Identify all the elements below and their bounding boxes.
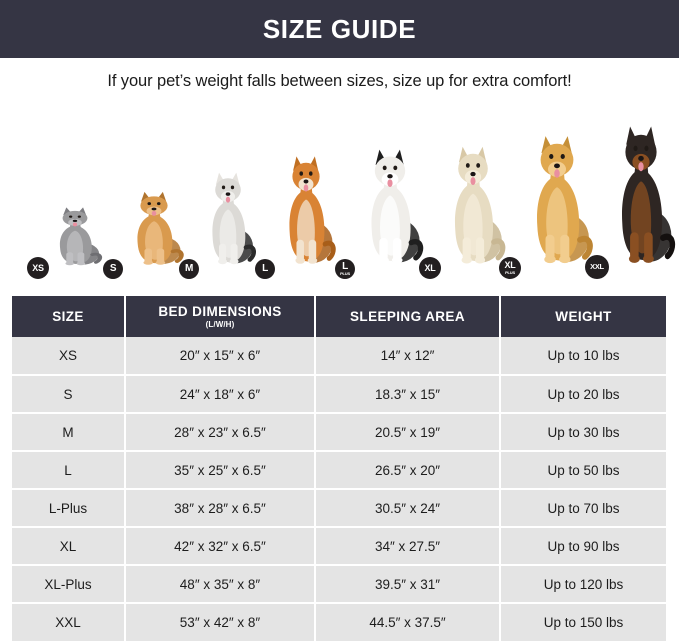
golden-retriever-sitting-icon	[516, 131, 598, 272]
subtitle-text: If your pet’s weight falls between sizes…	[107, 72, 572, 90]
size-badge-label: L	[262, 263, 268, 274]
column-header-sleeping-area-label: SLEEPING AREA	[350, 309, 465, 324]
size-badge-label: XL	[504, 260, 516, 271]
table-row: XL 42″ x 32″ x 6.5″ 34″ x 27.5″ Up to 90 lb…	[12, 527, 666, 566]
table-row: L-Plus 38″ x 28″ x 6.5″ 30.5″ x 24″ Up to 7…	[12, 489, 666, 528]
cell-weight: Up to 150 lbs	[500, 603, 666, 641]
column-header-bed-dimensions-sublabel: (L/W/H)	[205, 320, 235, 329]
doberman-pinscher-sitting-icon	[602, 121, 679, 272]
size-badge-xl: XL	[420, 258, 440, 278]
animal-cell: S	[104, 133, 194, 278]
column-header-weight-label: WEIGHT	[555, 309, 612, 324]
cell-weight: Up to 120 lbs	[500, 565, 666, 604]
cell-size: XS	[12, 337, 126, 376]
cell-size: XXL	[12, 603, 126, 641]
cell-sleeping-area: 26.5″ x 20″	[315, 451, 501, 490]
cell-bed-dimensions: 35″ x 25″ x 6.5″	[125, 451, 316, 490]
cell-bed-dimensions: 38″ x 28″ x 6.5″	[125, 489, 316, 528]
column-header-size-label: SIZE	[52, 309, 84, 324]
size-badge-label: XL	[424, 262, 436, 273]
cell-bed-dimensions: 28″ x 23″ x 6.5″	[125, 413, 316, 452]
size-badge-label: L	[342, 260, 348, 272]
size-badge-sublabel: PLUS	[505, 269, 515, 275]
table-header: SIZE BED DIMENSIONS (L/W/H) SLEEPING ARE…	[12, 296, 666, 337]
cell-bed-dimensions: 24″ x 18″ x 6″	[125, 375, 316, 414]
cell-size: L-Plus	[12, 489, 126, 528]
cell-bed-dimensions: 20″ x 15″ x 6″	[125, 337, 316, 376]
cell-sleeping-area: 14″ x 12″	[315, 337, 501, 376]
size-badge-l-plus: L PLUS	[336, 260, 354, 278]
cell-weight: Up to 10 lbs	[500, 337, 666, 376]
size-badge-xs: XS	[28, 258, 48, 278]
cell-size: XL-Plus	[12, 565, 126, 604]
table-row: XXL 53″ x 42″ x 8″ 44.5″ x 37.5″ Up to 150 …	[12, 603, 666, 641]
cell-sleeping-area: 30.5″ x 24″	[315, 489, 501, 528]
cell-weight: Up to 20 lbs	[500, 375, 666, 414]
table-row: XL-Plus 48″ x 35″ x 8″ 39.5″ x 31″ Up to 12…	[12, 565, 666, 604]
column-header-sleeping-area: SLEEPING AREA	[315, 296, 501, 337]
size-table: SIZE BED DIMENSIONS (L/W/H) SLEEPING ARE…	[12, 296, 666, 641]
size-badge-xl-plus: XL PLUS	[500, 258, 520, 278]
labrador-retriever-sitting-icon	[436, 142, 510, 272]
cell-sleeping-area: 39.5″ x 31″	[315, 565, 501, 604]
grey-cat-sitting-icon	[44, 205, 106, 272]
table-row: L 35″ x 25″ x 6.5″ 26.5″ x 20″ Up to 50 lbs	[12, 451, 666, 490]
size-badge-m: M	[180, 260, 198, 278]
cell-weight: Up to 70 lbs	[500, 489, 666, 528]
table-body: XS 20″ x 15″ x 6″ 14″ x 12″ Up to 10 lbs S 24…	[12, 337, 666, 641]
animal-cell: L PLUS	[336, 133, 434, 278]
table-header-row: SIZE BED DIMENSIONS (L/W/H) SLEEPING ARE…	[12, 296, 666, 337]
size-badge-label: M	[184, 263, 194, 274]
animal-cell: M	[180, 133, 266, 278]
cell-bed-dimensions: 53″ x 42″ x 8″	[125, 603, 316, 641]
table-row: XS 20″ x 15″ x 6″ 14″ x 12″ Up to 10 lbs	[12, 337, 666, 376]
shiba-inu-dog-sitting-icon	[272, 152, 340, 272]
column-header-bed-dimensions: BED DIMENSIONS (L/W/H)	[125, 296, 316, 337]
table-row: S 24″ x 18″ x 6″ 18.3″ x 15″ Up to 20 lbs	[12, 375, 666, 414]
animal-cell: XL PLUS	[500, 133, 604, 278]
cell-size: L	[12, 451, 126, 490]
size-badge-xxl: XXL	[586, 256, 608, 278]
animal-cell: XL	[420, 133, 516, 278]
cell-bed-dimensions: 48″ x 35″ x 8″	[125, 565, 316, 604]
size-badge-label: XS	[32, 262, 44, 273]
size-badge-sublabel: PLUS	[340, 271, 350, 277]
table-row: M 28″ x 23″ x 6.5″ 20.5″ x 19″ Up to 30 lbs	[12, 413, 666, 452]
size-badge-l: L	[256, 260, 274, 278]
cell-weight: Up to 50 lbs	[500, 451, 666, 490]
cell-weight: Up to 90 lbs	[500, 527, 666, 566]
cell-size: M	[12, 413, 126, 452]
animal-size-illustrations: XS S M L L PLUS XL XL PLUS XXL	[0, 126, 679, 278]
animal-cell: XXL	[586, 126, 679, 278]
column-header-weight: WEIGHT	[500, 296, 666, 337]
border-collie-dog-sitting-icon	[352, 145, 428, 272]
pomeranian-dog-sitting-icon	[120, 189, 188, 272]
french-bulldog-sitting-icon	[196, 169, 260, 272]
column-header-size: SIZE	[12, 296, 126, 337]
cell-weight: Up to 30 lbs	[500, 413, 666, 452]
cell-sleeping-area: 18.3″ x 15″	[315, 375, 501, 414]
size-badge-label: S	[109, 263, 117, 274]
page-title: SIZE GUIDE	[262, 13, 417, 44]
header-bar: SIZE GUIDE	[0, 0, 679, 58]
cell-sleeping-area: 34″ x 27.5″	[315, 527, 501, 566]
cell-bed-dimensions: 42″ x 32″ x 6.5″	[125, 527, 316, 566]
animal-cell: L	[256, 133, 346, 278]
column-header-bed-dimensions-label: BED DIMENSIONS	[158, 304, 282, 319]
animal-cell: XS	[28, 133, 112, 278]
cell-sleeping-area: 20.5″ x 19″	[315, 413, 501, 452]
size-badge-label: XXL	[590, 262, 604, 272]
size-badge-s: S	[104, 260, 122, 278]
cell-size: XL	[12, 527, 126, 566]
cell-sleeping-area: 44.5″ x 37.5″	[315, 603, 501, 641]
cell-size: S	[12, 375, 126, 414]
